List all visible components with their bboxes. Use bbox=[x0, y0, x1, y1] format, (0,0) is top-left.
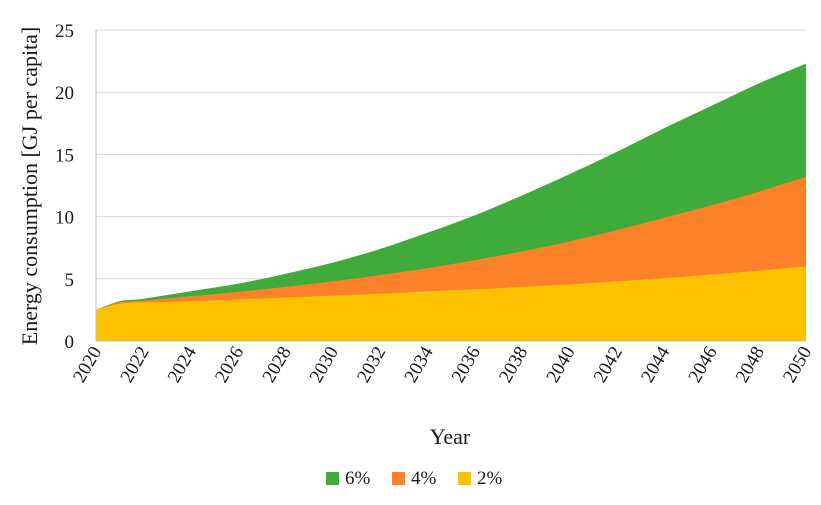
legend-swatch-4pct bbox=[392, 472, 405, 485]
x-tick-label-2040: 2040 bbox=[542, 343, 579, 386]
x-tick-label-2046: 2046 bbox=[684, 343, 721, 386]
x-tick-label-2026: 2026 bbox=[211, 343, 248, 386]
y-tick-labels: 0 5 10 15 20 25 bbox=[55, 21, 74, 353]
x-tick-label-2020: 2020 bbox=[69, 343, 106, 386]
x-tick-label-2024: 2024 bbox=[164, 343, 201, 387]
legend-label-2pct: 2% bbox=[477, 468, 503, 489]
x-tick-label-2030: 2030 bbox=[306, 343, 343, 386]
legend-swatch-2pct bbox=[458, 472, 471, 485]
area-series-2pct bbox=[96, 266, 806, 341]
x-tick-label-2022: 2022 bbox=[116, 343, 153, 386]
y-tick-label-5: 5 bbox=[65, 270, 75, 291]
x-tick-label-2048: 2048 bbox=[732, 343, 769, 386]
legend-label-6pct: 6% bbox=[345, 468, 371, 489]
legend: 6% 4% 2% bbox=[326, 468, 503, 489]
y-tick-label-15: 15 bbox=[55, 145, 74, 166]
x-axis-title: Year bbox=[430, 424, 471, 449]
x-tick-label-2044: 2044 bbox=[637, 343, 674, 387]
y-axis-title: Energy consumption [GJ per capita] bbox=[17, 27, 42, 346]
legend-label-4pct: 4% bbox=[411, 468, 437, 489]
y-tick-label-10: 10 bbox=[55, 208, 74, 229]
x-tick-label-2032: 2032 bbox=[353, 343, 390, 386]
area-series-group bbox=[96, 63, 806, 341]
x-tick-label-2042: 2042 bbox=[590, 343, 627, 386]
x-tick-label-2034: 2034 bbox=[400, 343, 437, 387]
x-tick-label-2050: 2050 bbox=[779, 343, 816, 386]
axes bbox=[95, 30, 806, 342]
y-tick-label-25: 25 bbox=[55, 21, 74, 42]
y-tick-label-0: 0 bbox=[65, 332, 75, 353]
x-tick-label-2038: 2038 bbox=[495, 343, 532, 386]
x-tick-label-2036: 2036 bbox=[448, 343, 485, 386]
y-tick-label-20: 20 bbox=[55, 83, 74, 104]
x-tick-label-2028: 2028 bbox=[258, 343, 295, 386]
legend-swatch-6pct bbox=[326, 472, 339, 485]
x-tick-labels: 2020 2022 2024 2026 2028 2030 2032 2034 2036 2038… bbox=[69, 343, 816, 387]
